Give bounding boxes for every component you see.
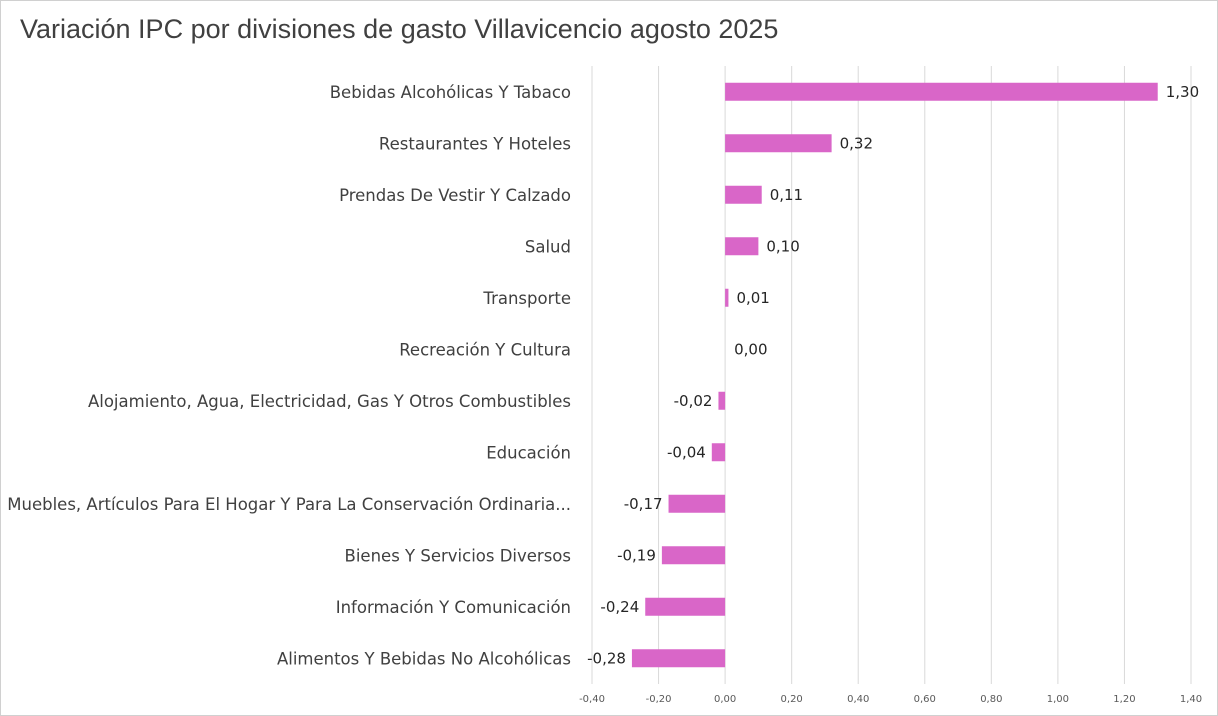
x-axis-ticks: -0,40 -0,20 0,00 0,20 0,40 0,60 0,80 1,00 1,20 1,… — [579, 694, 1202, 705]
data-label: 0,01 — [736, 289, 769, 307]
category-label: Recreación Y Cultura — [399, 340, 571, 359]
data-label: -0,28 — [587, 649, 626, 667]
category-label: Alimentos Y Bebidas No Alcohólicas — [277, 649, 571, 668]
x-tick-label: 0,60 — [914, 694, 936, 705]
data-label: 0,32 — [840, 134, 873, 152]
bar — [711, 443, 726, 462]
bar — [725, 185, 762, 204]
x-tick-label: -0,40 — [579, 694, 605, 705]
bar — [668, 494, 726, 513]
x-tick-label: 0,00 — [714, 694, 736, 705]
bars — [631, 82, 1158, 668]
data-label: -0,19 — [617, 546, 656, 564]
category-label: Información Y Comunicación — [336, 598, 571, 617]
bar — [645, 597, 726, 616]
x-tick-label: 0,20 — [781, 694, 803, 705]
gridlines — [591, 66, 1192, 684]
bar — [631, 649, 726, 668]
data-label: 1,30 — [1166, 83, 1199, 101]
bar — [725, 288, 729, 307]
category-label: Alojamiento, Agua, Electricidad, Gas Y O… — [88, 392, 571, 411]
data-label: 0,11 — [770, 186, 803, 204]
x-tick-label: 1,20 — [1113, 694, 1135, 705]
category-labels: Bebidas Alcohólicas Y Tabaco Restaurantes… — [7, 83, 571, 669]
category-label: Educación — [486, 443, 571, 462]
data-label: -0,04 — [667, 443, 706, 461]
bar — [725, 134, 832, 153]
data-label: -0,02 — [674, 392, 713, 410]
data-label: -0,17 — [624, 495, 663, 513]
x-tick-label: 0,80 — [980, 694, 1002, 705]
bar — [661, 546, 726, 565]
bar — [725, 237, 759, 256]
data-label: -0,24 — [600, 598, 639, 616]
category-label: Prendas De Vestir Y Calzado — [339, 186, 571, 205]
data-label: 0,00 — [734, 340, 767, 358]
category-label: Bienes Y Servicios Diversos — [345, 546, 571, 565]
data-label: 0,10 — [766, 237, 799, 255]
category-label: Restaurantes Y Hoteles — [379, 134, 571, 153]
x-tick-label: -0,20 — [646, 694, 672, 705]
x-tick-label: 0,40 — [847, 694, 869, 705]
data-labels: 1,30 0,32 0,11 0,10 0,01 0,00 -0,02 -0,04 -0,17 -… — [587, 83, 1199, 668]
chart-title: Variación IPC por divisiones de gasto Vi… — [20, 14, 779, 44]
category-label: Bebidas Alcohólicas Y Tabaco — [330, 83, 571, 102]
category-label: Transporte — [482, 289, 571, 308]
category-label: Salud — [525, 237, 571, 256]
x-tick-label: 1,00 — [1047, 694, 1069, 705]
bar — [718, 391, 726, 410]
bar — [725, 82, 1158, 101]
x-tick-label: 1,40 — [1180, 694, 1202, 705]
category-label: Muebles, Artículos Para El Hogar Y Para … — [7, 495, 571, 514]
